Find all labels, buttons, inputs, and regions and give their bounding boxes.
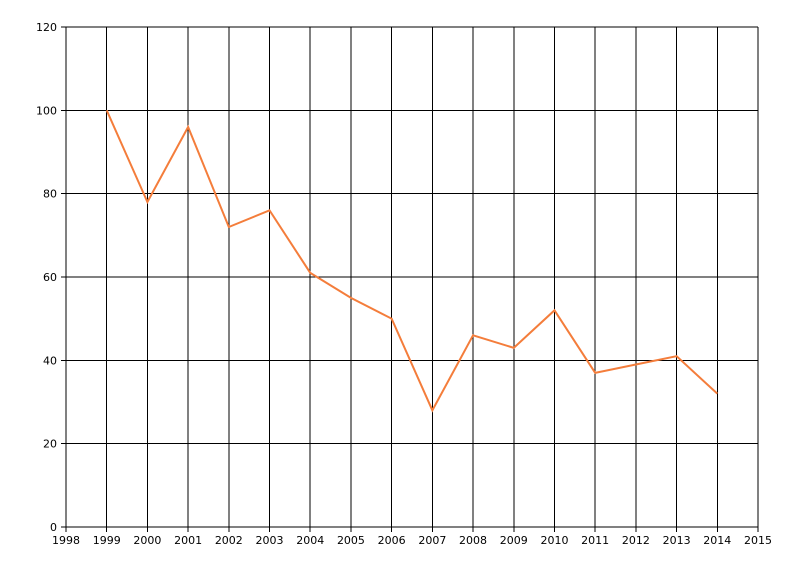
x-tick-label-2003: 2003 <box>256 534 284 547</box>
y-tick-label-0: 0 <box>50 521 57 534</box>
data-point-2005 <box>350 297 352 299</box>
data-point-2006 <box>391 318 393 320</box>
x-tick-label-1998: 1998 <box>52 534 80 547</box>
x-tick-label-1999: 1999 <box>93 534 121 547</box>
data-point-2008 <box>472 334 474 336</box>
data-point-2007 <box>431 409 433 411</box>
x-tick-label-2007: 2007 <box>418 534 446 547</box>
y-tick-label-40: 40 <box>43 354 57 367</box>
data-point-2009 <box>513 347 515 349</box>
x-tick-label-2002: 2002 <box>215 534 243 547</box>
x-tick-label-2000: 2000 <box>133 534 161 547</box>
data-point-2000 <box>146 201 148 203</box>
y-tick-label-20: 20 <box>43 438 57 451</box>
data-point-2013 <box>676 355 678 357</box>
y-tick-label-80: 80 <box>43 188 57 201</box>
x-tick-label-2008: 2008 <box>459 534 487 547</box>
data-point-2010 <box>553 309 555 311</box>
y-tick-label-100: 100 <box>36 104 57 117</box>
x-axis-ticks: 1998 1999 2000 2001 2002 2003 2004 2005 2006 2007… <box>52 527 772 547</box>
x-tick-label-2005: 2005 <box>337 534 365 547</box>
y-tick-label-120: 120 <box>36 21 57 34</box>
x-tick-label-2011: 2011 <box>581 534 609 547</box>
data-point-2012 <box>635 364 637 366</box>
x-tick-label-2009: 2009 <box>500 534 528 547</box>
x-tick-label-2013: 2013 <box>663 534 691 547</box>
chart-grid <box>66 26 759 527</box>
data-point-2002 <box>228 226 230 228</box>
data-point-2014 <box>716 393 718 395</box>
x-tick-label-2001: 2001 <box>174 534 202 547</box>
x-tick-label-2012: 2012 <box>622 534 650 547</box>
x-tick-label-2006: 2006 <box>378 534 406 547</box>
y-tick-label-60: 60 <box>43 271 57 284</box>
y-axis-ticks: 0 20 40 60 80 100 120 <box>36 21 66 534</box>
series-line-0 <box>105 109 718 413</box>
data-point-2003 <box>269 209 271 211</box>
data-point-2001 <box>187 126 189 128</box>
data-point-2011 <box>594 372 596 374</box>
series-layer <box>105 109 718 413</box>
x-tick-label-2004: 2004 <box>296 534 324 547</box>
x-tick-label-2015: 2015 <box>744 534 772 547</box>
data-point-2004 <box>309 272 311 274</box>
x-tick-label-2010: 2010 <box>540 534 568 547</box>
x-tick-label-2014: 2014 <box>703 534 731 547</box>
data-point-1999 <box>106 109 108 111</box>
